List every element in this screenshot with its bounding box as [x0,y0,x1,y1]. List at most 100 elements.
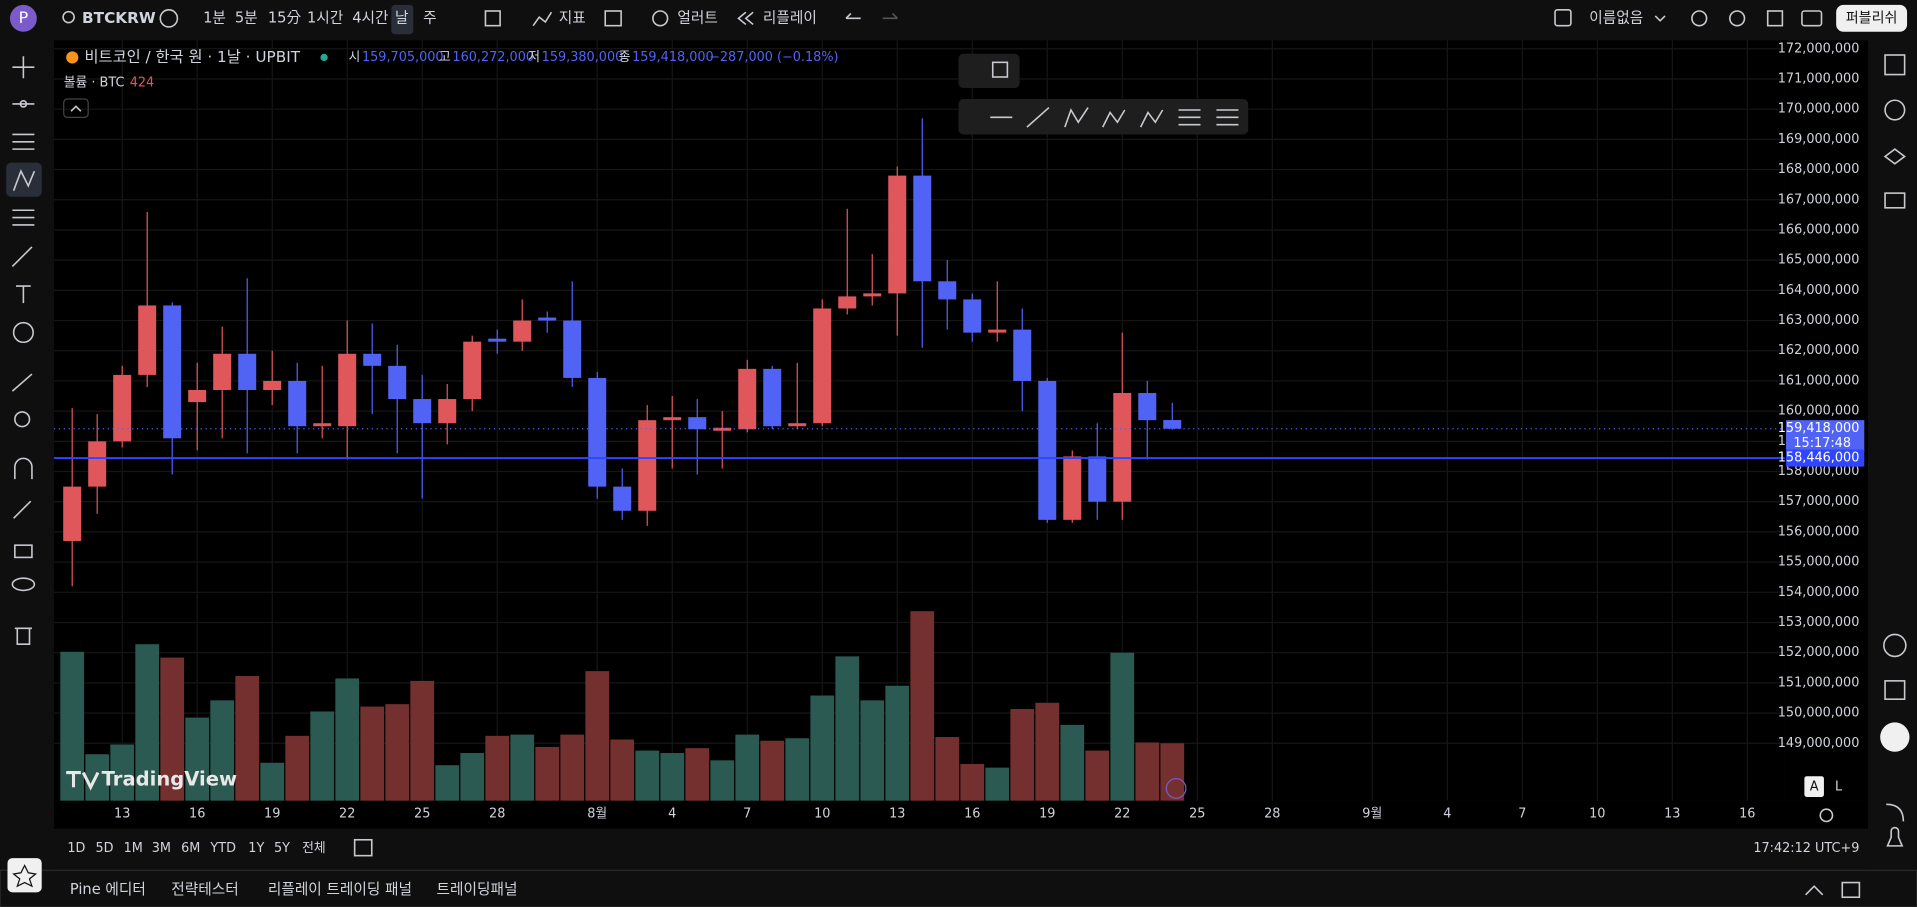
symbol[interactable]: BTCKRW [82,9,156,27]
volume-bar [1160,743,1185,801]
axis-settings[interactable] [1819,808,1834,823]
y-tick-label: 156,000,000 [1778,524,1860,539]
event-marker[interactable] [1165,778,1187,799]
candle-body [138,305,157,375]
interval-button[interactable]: 4시간 [352,9,388,26]
publish-button[interactable] [1836,4,1908,32]
volume-bar [785,738,810,801]
volume-bar [335,678,360,801]
volume-bar [985,767,1010,801]
volume-bar [160,657,185,801]
x-tick-label: 13 [889,807,905,822]
volume-bar [1110,652,1135,801]
collapse-legend[interactable] [63,98,89,118]
panel-tab[interactable]: 트레이딩패널 [437,881,518,898]
float-tool[interactable] [991,61,1009,78]
avatar[interactable] [9,4,37,32]
horizontal-line-label: 158,446,000 [1778,451,1860,466]
candle-body [863,293,882,297]
y-tick-label: 153,000,000 [1778,615,1860,630]
templates-icon[interactable] [604,10,622,27]
ohlc-value: 159,418,000 [632,50,714,65]
candle-body [938,281,957,300]
range-button[interactable]: YTD [209,841,236,856]
time-axis [53,800,1868,829]
panel-tabs: Pine 에디터 전략테스터 리플레이 트레이딩 패널 트레이딩패널 [70,881,518,898]
volume-bar [185,717,210,801]
candle-body [388,365,407,400]
log-scale-label[interactable]: L [1835,780,1843,795]
quick-search[interactable] [1691,10,1708,27]
ohlc-value: 160,272,000 [452,50,534,65]
countdown: 15:17:48 [1793,436,1851,451]
candle-body [838,296,857,309]
expand-panel[interactable] [1805,885,1824,896]
interval-button[interactable]: 1시간 [307,9,343,26]
candle-body [963,299,982,333]
layout-dropdown[interactable] [1654,15,1666,22]
snapshot[interactable] [1801,10,1823,27]
y-tick-label: 152,000,000 [1778,645,1860,660]
candle-body [313,423,332,427]
drawing-tools[interactable] [11,56,36,645]
panel-tab[interactable]: 전략테스터 [171,881,238,898]
symbol-logo [66,51,79,64]
redo[interactable] [882,12,898,20]
candle-body [438,399,457,424]
interval-button[interactable]: 15分 [268,9,302,26]
volume-bar [910,611,935,801]
fullscreen[interactable] [1766,10,1784,27]
range-button[interactable]: 1M [124,841,143,856]
active-tool [6,162,42,197]
volume-bar [685,748,710,801]
auto-scale[interactable] [1804,776,1824,797]
interval-button[interactable]: 5분 [235,9,258,26]
settings[interactable] [1729,10,1746,27]
range-button[interactable]: 1D [67,841,85,856]
interval-button[interactable]: 1분 [203,9,226,26]
volume-bar [1135,742,1160,801]
x-tick-label: 25 [414,807,430,822]
ohlc-label: 저 [528,50,540,65]
volume-bar [710,760,735,801]
volume-bar [485,735,510,801]
candle-body [1138,393,1157,421]
x-tick-label: 7 [743,807,751,822]
volume-bar [1085,750,1110,801]
range-button[interactable]: 5Y [274,841,290,856]
panel-tab[interactable]: 리플레이 트레이딩 패널 [268,881,412,898]
range-button[interactable]: 5D [96,841,114,856]
watermark-logo [66,771,100,791]
candle-body [563,320,582,378]
watermark: TradingView [102,767,237,790]
range-button[interactable]: 3M [152,841,171,856]
candle-body [1013,329,1032,381]
indicators-button[interactable]: 지표 [559,9,586,26]
goto-date[interactable] [353,838,373,857]
maximize-panel[interactable] [1841,881,1861,899]
candle-body [88,441,107,487]
watchlist-star[interactable] [7,858,42,893]
range-button[interactable]: 전체 [302,841,326,856]
undo[interactable] [845,12,861,20]
x-tick-label: 19 [264,807,280,822]
layout-name[interactable]: 이름없음 [1589,9,1643,26]
volume-bar [310,711,335,801]
apps-button[interactable] [1880,722,1910,752]
interval-button[interactable]: 주 [423,9,436,26]
float-tools[interactable] [990,106,1239,128]
y-tick-label: 170,000,000 [1778,102,1860,117]
y-tick-label: 169,000,000 [1778,132,1860,147]
range-button[interactable]: 1Y [248,841,264,856]
panel-tab[interactable]: Pine 에디터 [70,881,146,898]
y-tick-label: 158,000,000 [1778,464,1860,479]
range-button[interactable]: 6M [181,841,200,856]
add-symbol[interactable] [159,8,179,28]
volume-bar [210,700,235,801]
interval-button[interactable]: 날 [395,9,408,26]
layout-icon [1554,8,1572,27]
candle-body [663,417,682,421]
replay-button[interactable]: 리플레이 [763,9,817,26]
alert-button[interactable]: 얼러트 [677,9,717,26]
chart-type-icon[interactable] [484,10,501,27]
